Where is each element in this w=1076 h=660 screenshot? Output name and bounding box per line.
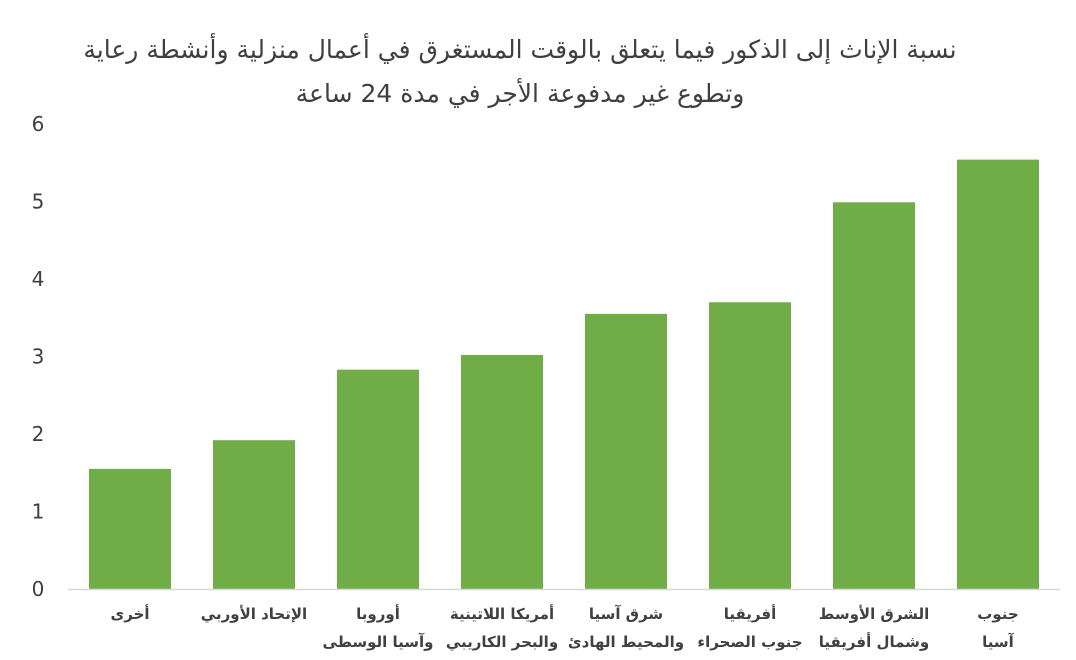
x-tick-label: الشرق الأوسط xyxy=(819,605,929,623)
x-tick-label: آسيا xyxy=(982,633,1015,651)
x-tick-label: شرق آسيا xyxy=(589,605,663,623)
x-tick-label: أفريقيا xyxy=(724,604,776,623)
x-tick-label: وآسيا الوسطى xyxy=(323,633,434,651)
x-tick-label: جنوب xyxy=(977,605,1018,623)
y-tick-label: 3 xyxy=(32,345,45,369)
x-tick-label: أوروبا xyxy=(356,604,400,623)
y-tick-label: 0 xyxy=(32,577,45,601)
chart-title-line-2: وتطوع غير مدفوعة الأجر في مدة 24 ساعة xyxy=(295,79,745,108)
y-tick-label: 1 xyxy=(32,500,45,524)
chart-title: نسبة الإناث إلى الذكور فيما يتعلق بالوقت… xyxy=(60,28,980,116)
bar xyxy=(585,313,667,589)
x-tick-label: جنوب الصحراء xyxy=(697,633,802,651)
y-tick-label: 2 xyxy=(32,422,45,446)
x-tick-label: أمريكا اللاتينية xyxy=(450,604,554,623)
x-tick-label: وشمال أفريقيا xyxy=(819,632,929,651)
y-tick-label: 5 xyxy=(32,190,45,214)
bar xyxy=(461,354,543,589)
bar xyxy=(709,302,791,589)
y-tick-label: 4 xyxy=(32,267,45,291)
bar xyxy=(337,369,419,589)
x-tick-label: أخرى xyxy=(110,604,149,623)
x-tick-label: والبحر الكاريبي xyxy=(446,633,558,651)
bar xyxy=(957,159,1039,589)
x-tick-label: الإتحاد الأوربي xyxy=(201,605,307,623)
y-tick-label: 6 xyxy=(32,112,45,136)
chart-title-line-1: نسبة الإناث إلى الذكور فيما يتعلق بالوقت… xyxy=(83,35,957,64)
bar xyxy=(833,202,915,589)
x-tick-label: والمحيط الهادئ xyxy=(568,633,684,651)
bar xyxy=(89,468,171,589)
bar xyxy=(213,440,295,589)
